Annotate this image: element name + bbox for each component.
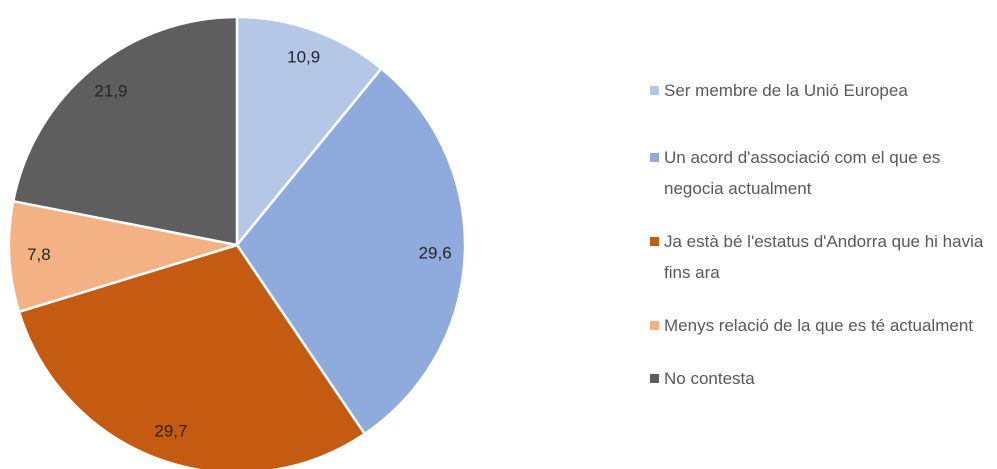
data-label: 29,6 [419,244,452,263]
legend-entry: No contesta [650,363,990,394]
legend-label: Ser membre de la Unió Europea [664,81,908,100]
data-label: 29,7 [154,422,187,441]
pie-slice [7,199,238,314]
legend-swatch [650,86,659,95]
legend-entry: Menys relació de la que es té actualment [650,310,990,341]
legend-label: Ja està bé l'estatus d'Andorra que hi ha… [664,232,984,282]
legend-entry: Ser membre de la Unió Europea [650,75,990,106]
data-label: 7,8 [27,245,51,264]
pie-slice [17,243,367,469]
legend-swatch [650,153,659,162]
legend-swatch [650,374,659,383]
pie-slice [235,66,467,436]
legend-label: Un acord d'associació com el que es nego… [664,148,941,198]
legend-entry: Un acord d'associació com el que es nego… [650,142,990,204]
data-label: 21,9 [94,81,127,100]
legend-swatch [650,321,659,330]
data-label: 10,9 [287,48,320,67]
legend-entry: Ja està bé l'estatus d'Andorra que hi ha… [650,226,990,288]
legend: Ser membre de la Unió Europea Un acord d'… [650,75,990,416]
pie-slice [235,15,384,249]
legend-label: Menys relació de la que es té actualment [664,316,974,335]
legend-label: No contesta [664,369,755,388]
legend-swatch [650,237,659,246]
pie-slice [11,15,239,247]
